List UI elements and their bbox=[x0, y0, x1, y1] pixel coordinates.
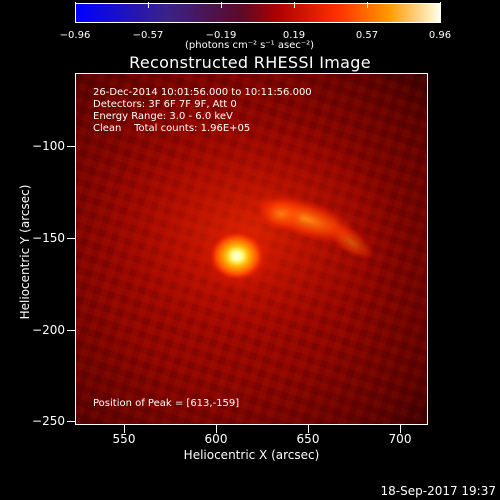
energy-annotation: Energy Range: 3.0 - 6.0 keV bbox=[93, 111, 233, 122]
y-axis-ticks bbox=[67, 73, 75, 425]
y-tick-label: −200 bbox=[32, 323, 65, 337]
x-tick-label: 700 bbox=[388, 432, 412, 446]
y-tick-label: −250 bbox=[32, 414, 65, 428]
x-tick-label: 650 bbox=[296, 432, 320, 446]
colorbar-tick-label: 0.96 bbox=[428, 30, 452, 41]
method-annotation: Clean Total counts: 1.96E+05 bbox=[93, 123, 251, 134]
colorbar-tick-label: −0.57 bbox=[132, 30, 164, 41]
y-tick-label: −100 bbox=[32, 139, 65, 153]
colorbar bbox=[75, 3, 441, 23]
y-tick-label: −150 bbox=[32, 231, 65, 245]
image-title: Reconstructed RHESSI Image bbox=[129, 53, 371, 72]
time-range-annotation: 26-Dec-2014 10:01:56.000 to 10:11:56.000 bbox=[93, 87, 312, 98]
timestamp-footer: 18-Sep-2017 19:37 bbox=[380, 484, 496, 498]
colorbar-tick-label: 0.19 bbox=[282, 30, 306, 41]
x-axis-ticks bbox=[75, 425, 428, 433]
colorbar-ticks: −0.96 −0.57 −0.19 0.19 0.57 0.96 bbox=[60, 2, 451, 41]
detectors-annotation: Detectors: 3F 6F 7F 9F, Att 0 bbox=[93, 99, 237, 110]
colorbar-tick-label: −0.96 bbox=[59, 30, 91, 41]
x-tick-label: 550 bbox=[112, 432, 136, 446]
y-axis-title: Heliocentric Y (arcsec) bbox=[18, 184, 32, 320]
peak-position-annotation: Position of Peak = [613,-159] bbox=[93, 398, 240, 409]
colorbar-tick-label: 0.57 bbox=[355, 30, 379, 41]
x-tick-label: 600 bbox=[204, 432, 228, 446]
rhessi-image bbox=[75, 73, 428, 425]
x-axis-title: Heliocentric X (arcsec) bbox=[183, 448, 320, 462]
colorbar-units: (photons cm⁻² s⁻¹ asec⁻²) bbox=[185, 40, 315, 51]
colorbar-tick-label: −0.19 bbox=[205, 30, 237, 41]
